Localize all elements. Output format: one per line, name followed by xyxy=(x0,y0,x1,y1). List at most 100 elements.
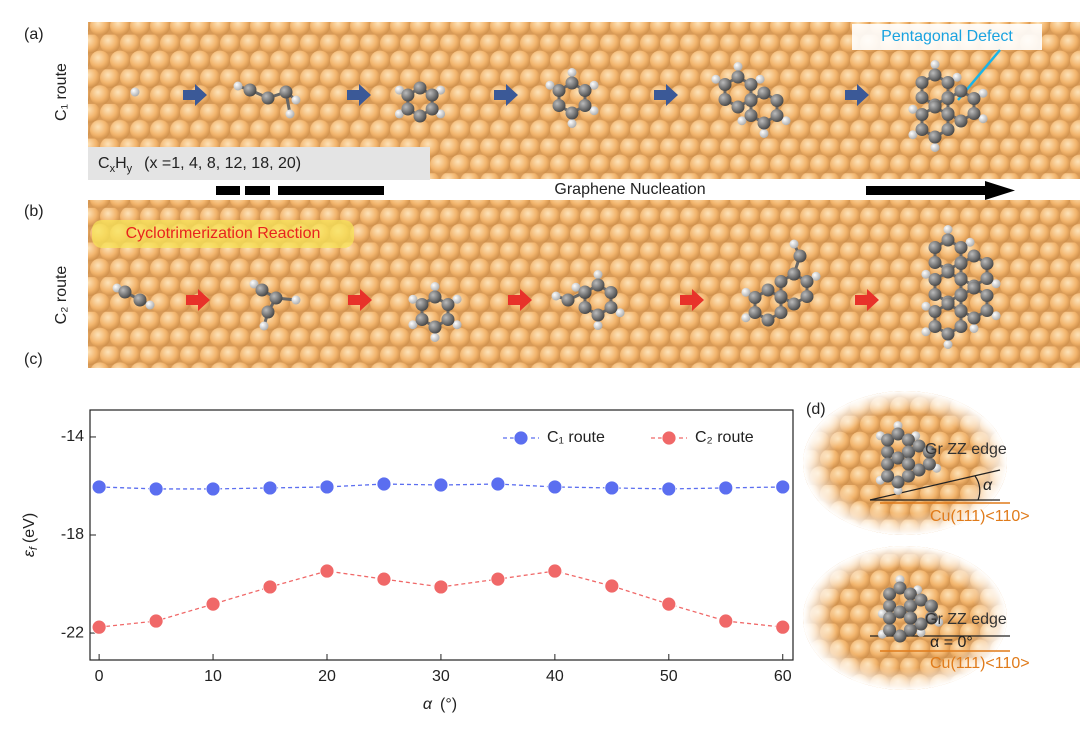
carbon-atom xyxy=(413,109,427,123)
carbon-atom xyxy=(578,99,592,112)
carbon-atom xyxy=(912,463,926,477)
hydrogen-atom xyxy=(551,291,561,301)
carbon-atom xyxy=(731,100,745,114)
hydrogen-atom xyxy=(991,279,1001,289)
carbon-atom xyxy=(954,289,968,302)
carbon-atom xyxy=(901,457,915,471)
carbon-atom xyxy=(428,320,442,334)
step-arrow xyxy=(654,84,678,106)
carbon-atom xyxy=(893,629,907,643)
carbon-atom xyxy=(744,94,758,107)
carbon-atom xyxy=(604,286,618,299)
hydrogen-atom xyxy=(567,119,577,128)
carbon-atom xyxy=(591,278,605,292)
carbon-atom xyxy=(903,587,917,601)
carbon-atom xyxy=(133,293,147,307)
carbon-atom xyxy=(401,88,415,102)
data-point xyxy=(775,479,791,495)
carbon-atom xyxy=(915,108,929,121)
carbon-atom xyxy=(954,320,968,333)
label-box xyxy=(92,220,354,248)
carbon-atom xyxy=(980,289,994,302)
plot-frame xyxy=(89,409,794,661)
carbon-atom xyxy=(415,298,429,311)
hydrogen-atom xyxy=(259,321,269,331)
hydrogen-atom xyxy=(430,282,440,291)
step-arrow xyxy=(183,84,207,106)
carbon-atom xyxy=(954,114,968,128)
hydrogen-atom xyxy=(943,225,953,234)
carbon-atom xyxy=(914,617,928,631)
carbon-atom xyxy=(565,106,579,120)
carbon-atom xyxy=(425,88,439,102)
hydrogen-atom xyxy=(893,421,903,431)
carbon-atom xyxy=(941,327,955,341)
hydrogen-atom xyxy=(593,321,603,330)
carbon-atom xyxy=(748,291,762,304)
annotation: α xyxy=(983,477,993,494)
hydrogen-atom xyxy=(921,301,931,311)
carbon-atom xyxy=(425,102,439,116)
carbon-atom xyxy=(243,83,257,97)
carbon-atom xyxy=(770,94,784,107)
carbon-atom xyxy=(883,587,897,601)
carbon-atom xyxy=(928,241,942,254)
carbon-atom xyxy=(954,305,968,318)
carbon-atom xyxy=(428,290,442,304)
y-axis-title: εf(eV) xyxy=(21,513,40,557)
hydrogen-atom xyxy=(781,116,791,126)
hydrogen-atom xyxy=(430,333,440,342)
carbon-atom xyxy=(883,599,897,613)
data-point xyxy=(718,480,734,496)
data-point xyxy=(547,479,563,495)
carbon-atom xyxy=(800,275,814,288)
carbon-atom xyxy=(924,599,938,613)
carbon-atom xyxy=(954,273,968,286)
carbon-atom xyxy=(891,427,905,441)
label-box xyxy=(852,24,1042,50)
carbon-atom xyxy=(881,469,895,483)
data-point xyxy=(319,479,335,495)
carbon-atom xyxy=(578,84,592,97)
data-point xyxy=(148,481,164,497)
carbon-atom xyxy=(941,265,955,279)
carbon-atom xyxy=(941,76,955,89)
hydrogen-atom xyxy=(893,485,903,495)
data-point xyxy=(433,477,449,493)
panel-label: (c) xyxy=(24,351,43,368)
legend-marker xyxy=(661,430,677,446)
data-point xyxy=(547,563,563,579)
hydrogen-atom xyxy=(436,85,446,95)
hydrogen-atom xyxy=(969,324,979,333)
panel-label: (d) xyxy=(806,401,826,418)
hydrogen-atom xyxy=(965,237,975,247)
carbon-atom xyxy=(561,293,575,307)
x-tick-label: 60 xyxy=(774,668,792,685)
carbon-atom xyxy=(441,313,455,326)
carbon-atom xyxy=(761,283,775,297)
carbon-atom xyxy=(891,451,905,465)
carbon-atom xyxy=(903,623,917,637)
carbon-atom xyxy=(269,291,283,305)
carbon-atom xyxy=(770,109,784,122)
carbon-atom xyxy=(928,305,942,318)
carbon-atom xyxy=(915,91,929,104)
hydrogen-atom xyxy=(895,575,905,585)
carbon-atom xyxy=(914,593,928,607)
carbon-atom xyxy=(928,320,942,333)
panel-label: (b) xyxy=(24,203,44,220)
route-label: C₂ route xyxy=(53,266,70,325)
data-point xyxy=(262,579,278,595)
hydrogen-atom xyxy=(921,269,931,279)
hydrogen-atom xyxy=(733,62,743,71)
hydrogen-atom xyxy=(408,320,418,330)
series-line xyxy=(99,570,783,628)
hydrogen-atom xyxy=(908,130,918,140)
carbon-atom xyxy=(915,123,929,136)
hydrogen-atom xyxy=(589,80,599,90)
carbon-atom xyxy=(980,272,994,285)
hydrogen-atom xyxy=(737,116,747,126)
hydrogen-atom xyxy=(571,282,581,292)
legend-label: C₁ route xyxy=(547,429,605,446)
x-tick-label: 50 xyxy=(660,668,678,685)
